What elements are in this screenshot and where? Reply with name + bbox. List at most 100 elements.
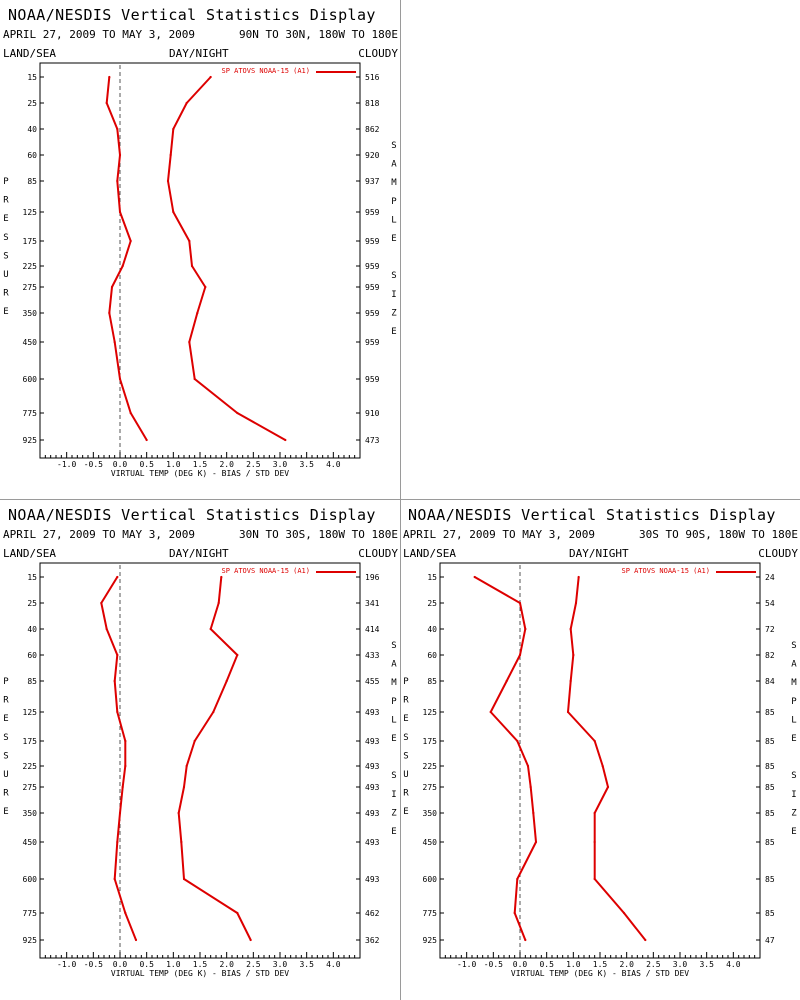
- x-tick-label: 3.5: [299, 460, 314, 469]
- sample-size-axis-letter: Z: [391, 808, 397, 818]
- pressure-axis-letter: R: [3, 789, 9, 799]
- sample-size-axis-letter: P: [391, 197, 397, 207]
- pressure-level-label: 40: [427, 625, 437, 634]
- x-tick-label: 4.0: [726, 960, 741, 969]
- sample-size-label: 959: [365, 283, 380, 292]
- pressure-level-label: 15: [427, 573, 437, 582]
- data-point-std_dev: [284, 438, 287, 442]
- data-point-std_dev: [569, 627, 572, 631]
- data-point-std_dev: [209, 75, 212, 79]
- pressure-level-label: 175: [423, 737, 438, 746]
- panel-title: NOAA/NESDIS Vertical Statistics Display: [8, 6, 376, 24]
- plot-frame: [39, 562, 361, 959]
- data-point-std_dev: [188, 340, 191, 344]
- sample-size-label: 493: [365, 737, 380, 746]
- pressure-axis-letter: P: [403, 677, 409, 687]
- data-point-bias: [118, 210, 122, 214]
- x-tick-label: -0.5: [484, 960, 503, 969]
- x-tick-label: 2.5: [246, 460, 261, 469]
- data-point-bias: [532, 811, 535, 815]
- data-point-std_dev: [166, 179, 170, 183]
- sample-size-label: 82: [765, 651, 775, 660]
- panel-title: NOAA/NESDIS Vertical Statistics Display: [8, 506, 376, 524]
- sample-size-label: 85: [765, 838, 775, 847]
- data-point-bias: [489, 710, 492, 714]
- data-point-std_dev: [236, 411, 239, 415]
- data-point-bias: [121, 264, 124, 268]
- x-tick-label: 0.5: [539, 960, 554, 969]
- sample-size-label: 72: [765, 625, 775, 634]
- x-tick-label: 4.0: [326, 460, 341, 469]
- x-tick-label: -1.0: [57, 460, 76, 469]
- data-point-bias: [118, 811, 122, 815]
- x-axis-label: VIRTUAL TEMP (DEG K) - BIAS / STD DEV: [111, 469, 289, 478]
- pressure-level-label: 450: [423, 838, 438, 847]
- pressure-axis-letter: R: [3, 696, 9, 706]
- pressure-axis-letter: U: [403, 770, 408, 780]
- data-point-bias: [134, 938, 138, 942]
- sample-size-axis-letter: Z: [791, 808, 797, 818]
- sample-size-label: 493: [365, 783, 380, 792]
- series-line-std_dev: [567, 576, 647, 941]
- sample-size-label: 462: [365, 909, 380, 918]
- cloudy-label: CLOUDY: [358, 547, 398, 560]
- pressure-axis-letter: E: [3, 214, 8, 224]
- pressure-axis-letter: R: [403, 696, 409, 706]
- land-sea-label: LAND/SEA: [403, 547, 456, 560]
- pressure-level-label: 350: [23, 309, 38, 318]
- cloudy-label: CLOUDY: [758, 547, 798, 560]
- pressure-axis-letter: R: [3, 196, 9, 206]
- legend-label: SP ATOVS NOAA-15 (A1): [221, 67, 310, 75]
- data-point-bias: [116, 127, 119, 131]
- sample-size-axis-letter: E: [391, 327, 396, 337]
- sample-size-label: 85: [765, 875, 775, 884]
- pressure-level-label: 25: [27, 599, 37, 608]
- sample-size-label: 516: [365, 73, 380, 82]
- sample-size-axis-letter: E: [791, 734, 796, 744]
- sample-size-axis-letter: E: [391, 827, 396, 837]
- pressure-level-label: 175: [23, 737, 38, 746]
- x-tick-label: 3.5: [699, 960, 714, 969]
- pressure-level-label: 600: [23, 875, 38, 884]
- x-tick-label: -1.0: [457, 960, 476, 969]
- sample-size-axis-letter: I: [391, 290, 396, 300]
- day-night-label: DAY/NIGHT: [169, 547, 229, 560]
- sample-size-axis-letter: S: [391, 641, 396, 651]
- sample-size-axis-letter: A: [391, 660, 397, 670]
- series-line-bias: [100, 576, 137, 941]
- pressure-level-label: 775: [423, 909, 438, 918]
- series-line-std_dev: [177, 576, 252, 941]
- data-point-std_dev: [225, 679, 228, 683]
- data-point-bias: [108, 75, 111, 79]
- pressure-axis-letter: S: [403, 751, 408, 761]
- sample-size-label: 959: [365, 262, 380, 271]
- pressure-level-label: 275: [423, 783, 438, 792]
- pressure-level-label: 15: [27, 73, 37, 82]
- sample-size-label: 959: [365, 375, 380, 384]
- pressure-level-label: 60: [27, 151, 37, 160]
- data-point-std_dev: [569, 679, 572, 683]
- sample-size-label: 473: [365, 436, 380, 445]
- data-point-bias: [145, 438, 148, 442]
- pressure-level-label: 450: [23, 338, 38, 347]
- data-point-std_dev: [236, 911, 239, 915]
- data-point-bias: [516, 739, 519, 743]
- sample-size-label: 959: [365, 237, 380, 246]
- data-point-std_dev: [593, 811, 596, 815]
- x-tick-label: -0.5: [84, 960, 103, 969]
- sample-size-label: 493: [365, 708, 380, 717]
- panel-title: NOAA/NESDIS Vertical Statistics Display: [408, 506, 776, 524]
- data-point-std_dev: [204, 285, 207, 289]
- x-tick-label: 0.0: [113, 460, 128, 469]
- sample-size-axis-letter: L: [391, 715, 396, 725]
- pressure-level-label: 60: [427, 651, 437, 660]
- x-axis-label: VIRTUAL TEMP (DEG K) - BIAS / STD DEV: [511, 969, 689, 978]
- pressure-axis-letter: S: [3, 733, 8, 743]
- sample-size-axis-letter: I: [391, 790, 396, 800]
- pressure-level-label: 600: [423, 875, 438, 884]
- data-point-bias: [124, 911, 127, 915]
- pressure-axis-letter: P: [3, 177, 9, 187]
- pressure-level-label: 60: [27, 651, 37, 660]
- date-range: APRIL 27, 2009 TO MAY 3, 2009: [3, 28, 196, 41]
- stats-panel-tropics: NOAA/NESDIS Vertical Statistics Display …: [0, 500, 400, 1000]
